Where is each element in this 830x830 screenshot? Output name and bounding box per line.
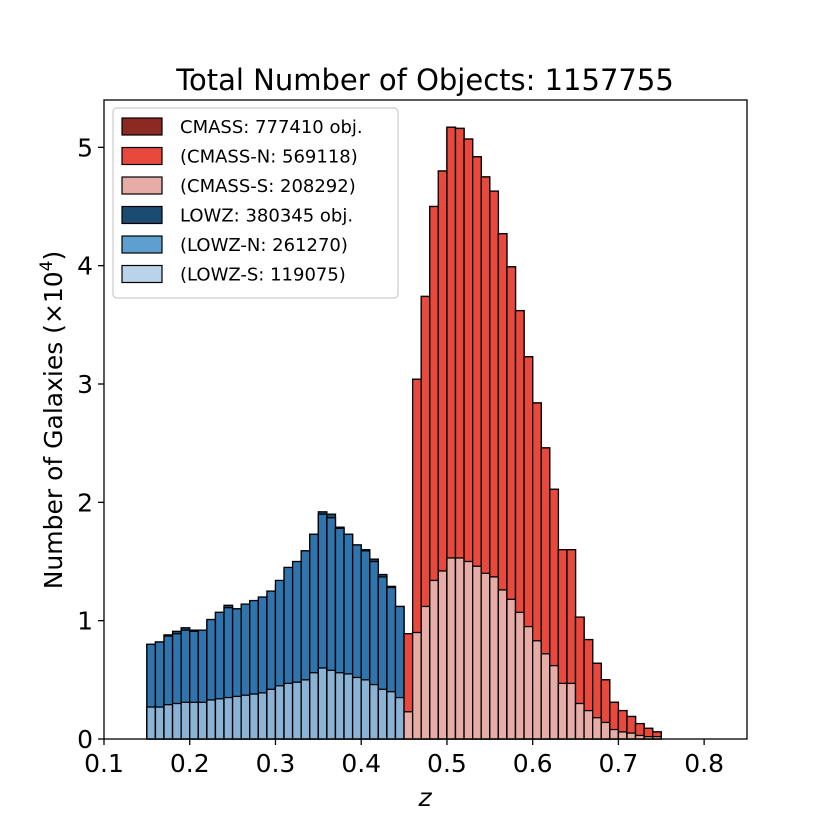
cmass-south-bar: [480, 572, 491, 740]
chart-title: Total Number of Objects: 1157755: [175, 63, 674, 97]
cmass-south-bar: [566, 682, 577, 740]
cmass-south-bar: [523, 625, 534, 740]
x-tick-label: 0.3: [256, 749, 296, 778]
lowz-south-bar: [154, 706, 165, 740]
y-tick-label: 3: [77, 370, 93, 399]
cmass-south-bar: [489, 576, 500, 740]
y-axis-label-exponent: 4: [37, 260, 57, 271]
y-axis-label-text: Number of Galaxies (×10: [39, 271, 68, 589]
legend: CMASS: 777410 obj. (CMASS-N: 569118) (CMAS…: [112, 107, 399, 299]
cmass-south-bar: [532, 640, 542, 740]
cmass-south-bar: [437, 570, 448, 740]
lowz-south-bar: [274, 685, 285, 740]
cmass-south-bar: [626, 732, 637, 740]
x-tick-label: 0.2: [170, 749, 210, 778]
lowz-south-bar: [223, 696, 234, 740]
lowz-south-bar: [300, 679, 311, 740]
lowz-south-bar: [309, 672, 319, 740]
cmass-south-bar: [592, 717, 602, 740]
legend-swatch: [121, 235, 163, 254]
y-tick-label: 2: [77, 488, 93, 517]
lowz-south-bar: [291, 681, 302, 740]
cmass-south-bar: [506, 598, 517, 740]
lowz-south-bar: [266, 688, 277, 740]
cmass-south-bar: [454, 557, 465, 740]
lowz-south-bar: [197, 701, 208, 740]
cmass-south-bar: [540, 653, 551, 740]
lowz-south-bar: [240, 694, 251, 740]
x-axis-label: z: [417, 783, 432, 812]
cmass-south-bar: [497, 589, 508, 740]
y-tick-label: 4: [77, 252, 93, 281]
cmass-south-bar: [429, 579, 440, 740]
cmass-south-bar: [472, 565, 482, 740]
legend-label: (CMASS-S: 208292): [180, 176, 356, 197]
legend-label: (LOWZ-S: 119075): [180, 265, 346, 286]
lowz-south-bar: [257, 692, 268, 740]
lowz-south-bar: [180, 701, 191, 740]
lowz-south-bar: [163, 704, 174, 740]
lowz-south-bar: [394, 696, 405, 740]
lowz-south-bar: [189, 701, 199, 740]
cmass-south-bar: [583, 709, 594, 740]
cmass-south-bar: [549, 664, 560, 740]
plot-frame: [103, 99, 748, 740]
cmass-south-bar: [403, 711, 414, 740]
cmass-south-bar: [446, 557, 457, 740]
x-tick-label: 0.4: [341, 749, 381, 778]
y-axis-ticks: 0 1 2 3 4 5: [77, 133, 104, 754]
cmass-south-bar: [411, 631, 422, 740]
legend-swatch: [121, 264, 163, 284]
cmass-south-bar: [557, 682, 568, 740]
legend-label: (CMASS-N: 569118): [180, 147, 358, 168]
x-axis-ticks: 0.1 0.2 0.3 0.4 0.5 0.6 0.7 0.8: [84, 739, 724, 778]
legend-label: CMASS: 777410 obj.: [180, 117, 363, 138]
legend-label: LOWZ: 380345 obj.: [180, 206, 353, 227]
lowz-south-bar: [377, 688, 388, 740]
lowz-south-bar: [249, 693, 259, 740]
legend-swatch: [121, 117, 163, 136]
y-axis-label: Number of Galaxies (×104): [37, 251, 68, 590]
lowz-south-bar: [317, 667, 328, 740]
lowz-south-bar: [326, 669, 337, 740]
x-tick-label: 0.7: [599, 749, 639, 778]
lowz-south-bar: [351, 676, 362, 740]
lowz-south-bar: [146, 706, 157, 740]
y-axis-label-close: ): [39, 251, 68, 261]
legend-frame: [112, 107, 399, 299]
x-tick-label: 0.1: [84, 749, 124, 778]
y-tick-label: 1: [77, 607, 93, 636]
lowz-south-bar: [343, 673, 354, 740]
lowz-south-bar: [334, 672, 345, 740]
cmass-south-bar: [420, 605, 431, 740]
lowz-south-bar: [214, 698, 225, 740]
legend-swatch: [121, 176, 163, 195]
cmass-south-bar: [514, 611, 525, 740]
lowz-south-bar: [283, 682, 294, 740]
legend-swatch: [121, 146, 163, 166]
x-tick-label: 0.8: [684, 749, 724, 778]
y-tick-label: 0: [77, 725, 93, 754]
lowz-south-bar: [231, 695, 242, 740]
x-tick-label: 0.5: [427, 749, 467, 778]
lowz-south-bar: [386, 691, 397, 740]
lowz-south-bar: [369, 683, 379, 740]
cmass-south-bar: [463, 560, 474, 740]
cmass-south-bar: [574, 702, 585, 740]
lowz-south-bar: [360, 679, 371, 740]
lowz-south-bar: [206, 699, 217, 740]
lowz-south-bar: [171, 702, 182, 740]
legend-label: (LOWZ-N: 261270): [180, 235, 348, 256]
cmass-south-bar: [609, 728, 620, 740]
cmass-south-bar: [617, 731, 628, 740]
y-tick-label: 5: [77, 133, 93, 162]
cmass-south-bar: [600, 721, 611, 740]
legend-swatch: [121, 205, 163, 225]
x-tick-label: 0.6: [513, 749, 553, 778]
